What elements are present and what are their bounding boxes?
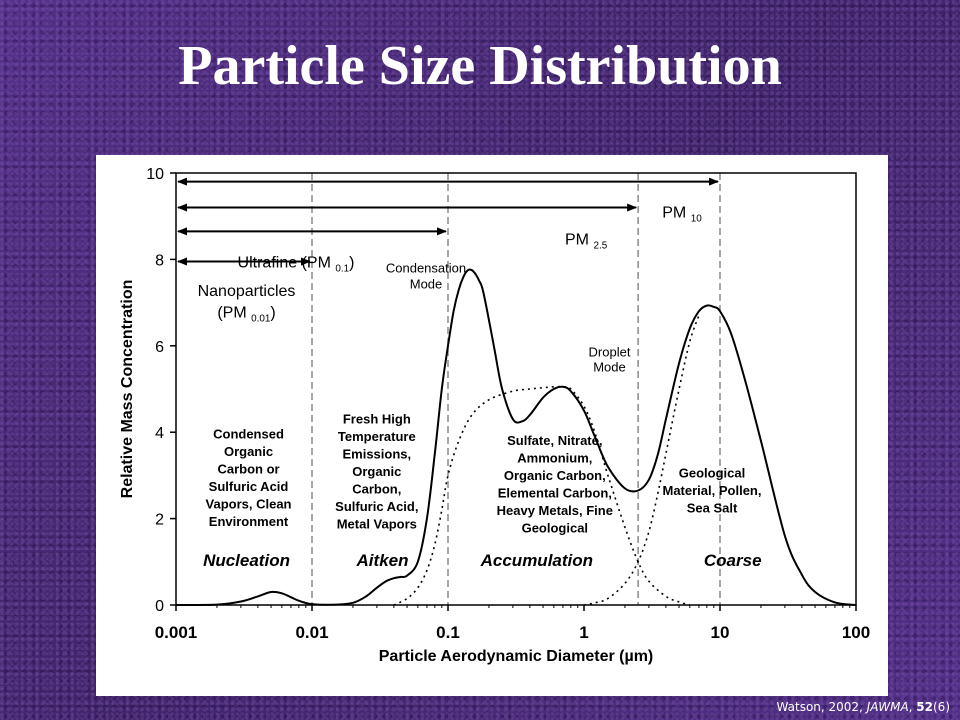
mode-label-accumulation: Accumulation xyxy=(480,551,593,570)
mode-label-aitken: Aitken xyxy=(356,551,409,570)
nucleation-description-line-0: Condensed xyxy=(213,427,284,442)
aitken-description-line-5: Sulfuric Acid, xyxy=(335,499,418,514)
accumulation-description-line-2: Organic Carbon, xyxy=(504,468,606,483)
label-pm2-5: PM 2.5 xyxy=(565,232,608,252)
label-condensation-mode-line-1: Mode xyxy=(410,276,443,291)
aitken-description-line-6: Metal Vapors xyxy=(337,517,417,532)
page-title: Particle Size Distribution xyxy=(178,35,782,97)
series-0-solid-line xyxy=(175,268,857,606)
label-ultrafine: Ultrafine (PM 0.1) xyxy=(238,254,355,274)
y-axis-label: Relative Mass Concentration xyxy=(119,280,136,499)
y-tick-label-1: 2 xyxy=(155,512,164,529)
size-range-arrows xyxy=(177,177,719,266)
coarse-description-line-1: Material, Pollen, xyxy=(663,483,762,498)
y-tick-label-0: 0 xyxy=(155,598,164,615)
accumulation-description-line-4: Heavy Metals, Fine xyxy=(497,503,613,518)
coarse-description-line-2: Sea Salt xyxy=(687,501,738,516)
nucleation-description-line-5: Environment xyxy=(209,514,289,529)
nucleation-description-line-1: Organic xyxy=(224,444,273,459)
x-tick-label-5: 100 xyxy=(842,623,870,642)
nucleation-description-line-4: Vapors, Clean xyxy=(206,497,292,512)
chart-panel: 0 2 4 6 8 10 0.001 0.01 0.1 1 10 100 Particle Aerody… xyxy=(96,155,888,696)
series-2-dotted-line xyxy=(583,315,700,606)
mode-label-nucleation: Nucleation xyxy=(203,551,290,570)
x-tick-label-4: 10 xyxy=(711,623,730,642)
accumulation-description-line-3: Elemental Carbon, xyxy=(498,486,612,501)
label-condensation-mode-line-0: Condensation xyxy=(386,260,466,275)
aitken-description-line-0: Fresh High xyxy=(343,412,411,427)
citation-sep: , xyxy=(908,700,917,714)
citation-issue: (6) xyxy=(933,700,950,714)
axes: 0 2 4 6 8 10 0.001 0.01 0.1 1 10 100 Particle Aerody… xyxy=(119,166,870,665)
aitken-description-line-3: Organic xyxy=(352,464,401,479)
label-droplet-mode-line-1: Mode xyxy=(593,360,626,375)
label-nanoparticles-pm: (PM 0.01) xyxy=(217,305,275,325)
label-pm10: PM 10 xyxy=(662,205,702,225)
particle-size-chart: 0 2 4 6 8 10 0.001 0.01 0.1 1 10 100 Particle Aerody… xyxy=(119,166,870,665)
y-tick-label-5: 10 xyxy=(146,166,164,183)
x-tick-label-1: 0.01 xyxy=(295,623,328,642)
y-tick-label-4: 8 xyxy=(155,252,164,269)
aitken-description-line-4: Carbon, xyxy=(352,482,401,497)
nucleation-description-line-2: Carbon or xyxy=(217,462,279,477)
accumulation-description-line-5: Geological xyxy=(522,521,588,536)
distribution-curves xyxy=(175,268,857,606)
y-tick-label-2: 4 xyxy=(155,425,164,442)
aitken-description-line-2: Emissions, xyxy=(342,447,411,462)
y-tick-label-3: 6 xyxy=(155,339,164,356)
x-tick-label-2: 0.1 xyxy=(436,623,460,642)
annotations: PM 10 PM 2.5 Ultrafine (PM 0.1) Nanoparticl… xyxy=(198,205,762,570)
x-axis-label: Particle Aerodynamic Diameter (µm) xyxy=(379,648,654,665)
citation: Watson, 2002, JAWMA, 52(6) xyxy=(777,700,950,714)
nucleation-description-line-3: Sulfuric Acid xyxy=(209,479,289,494)
x-tick-label-3: 1 xyxy=(579,623,588,642)
citation-author: Watson, 2002, xyxy=(776,700,867,714)
plot-frame xyxy=(175,172,857,606)
x-tick-label-0: 0.001 xyxy=(155,623,198,642)
citation-journal: JAWMA xyxy=(866,700,909,714)
aitken-description-line-1: Temperature xyxy=(338,429,416,444)
coarse-description-line-0: Geological xyxy=(679,466,745,481)
vertical-guides xyxy=(311,173,721,605)
mode-label-coarse: Coarse xyxy=(704,551,762,570)
label-droplet-mode-line-0: Droplet xyxy=(589,345,631,360)
label-nanoparticles: Nanoparticles xyxy=(198,283,296,300)
citation-volume: 52 xyxy=(916,700,933,714)
accumulation-description-line-1: Ammonium, xyxy=(517,451,592,466)
accumulation-description-line-0: Sulfate, Nitrate, xyxy=(507,433,602,448)
